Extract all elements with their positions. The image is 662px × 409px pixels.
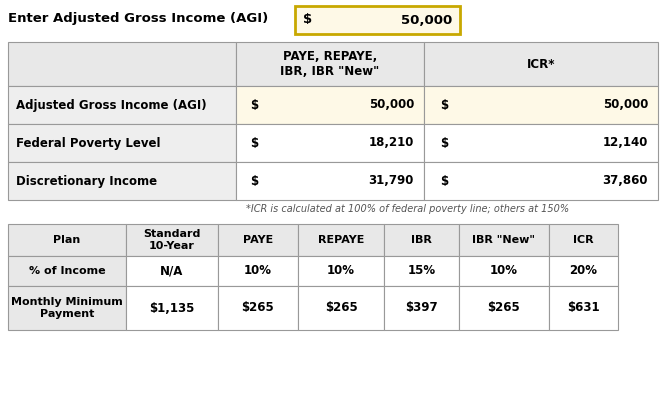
Bar [218,224,298,256]
Text: $: $ [440,137,448,150]
Bar [549,256,618,286]
Bar [236,162,424,200]
Bar [384,224,459,256]
Bar [8,224,126,256]
Bar [424,162,658,200]
Text: 15%: 15% [407,265,436,277]
Text: $1,135: $1,135 [150,301,195,315]
Text: ICR*: ICR* [527,58,555,70]
Text: Enter Adjusted Gross Income (AGI): Enter Adjusted Gross Income (AGI) [8,12,268,25]
Bar [549,286,618,330]
Bar [236,86,424,124]
Bar [126,286,218,330]
Text: Federal Poverty Level: Federal Poverty Level [16,137,160,150]
Text: Monthly Minimum
Payment: Monthly Minimum Payment [11,297,123,319]
Text: 18,210: 18,210 [369,137,414,150]
Text: 12,140: 12,140 [602,137,648,150]
Bar [298,224,384,256]
Bar [384,286,459,330]
Text: $: $ [440,99,448,112]
Bar [459,256,549,286]
Text: 50,000: 50,000 [401,13,452,27]
Bar [8,42,236,86]
Text: Standard
10-Year: Standard 10-Year [143,229,201,251]
Bar [295,6,460,34]
Text: $: $ [440,175,448,187]
Bar [298,256,384,286]
Bar [424,86,658,124]
Text: % of Income: % of Income [28,266,105,276]
Text: *ICR is calculated at 100% of federal poverty line; others at 150%: *ICR is calculated at 100% of federal po… [246,204,569,214]
Text: Plan: Plan [54,235,81,245]
Bar [8,256,126,286]
Text: IBR "New": IBR "New" [473,235,536,245]
Bar [126,256,218,286]
Bar [424,124,658,162]
Bar [8,124,236,162]
Text: $: $ [303,13,312,27]
Text: $: $ [250,99,258,112]
Text: $265: $265 [488,301,520,315]
Text: PAYE, REPAYE,
IBR, IBR "New": PAYE, REPAYE, IBR, IBR "New" [281,50,379,78]
Bar [459,224,549,256]
Bar [8,162,236,200]
Text: IBR: IBR [411,235,432,245]
Text: Adjusted Gross Income (AGI): Adjusted Gross Income (AGI) [16,99,207,112]
Text: 20%: 20% [569,265,598,277]
Text: 50,000: 50,000 [369,99,414,112]
Text: 50,000: 50,000 [602,99,648,112]
Text: REPAYE: REPAYE [318,235,364,245]
Text: PAYE: PAYE [243,235,273,245]
Bar [8,86,236,124]
Text: $397: $397 [405,301,438,315]
Bar [424,42,658,86]
Bar [549,224,618,256]
Text: 10%: 10% [244,265,272,277]
Text: 31,790: 31,790 [369,175,414,187]
Text: 10%: 10% [490,265,518,277]
Text: $: $ [250,137,258,150]
Text: Discretionary Income: Discretionary Income [16,175,157,187]
Bar [8,286,126,330]
Bar [218,286,298,330]
Bar [236,124,424,162]
Text: 37,860: 37,860 [602,175,648,187]
Text: N/A: N/A [160,265,183,277]
Bar [459,286,549,330]
Text: ICR: ICR [573,235,594,245]
Bar [126,224,218,256]
Bar [218,256,298,286]
Text: $265: $265 [242,301,274,315]
Bar [298,286,384,330]
Text: $265: $265 [324,301,357,315]
Text: 10%: 10% [327,265,355,277]
Text: $631: $631 [567,301,600,315]
Bar [236,42,424,86]
Bar [384,256,459,286]
Text: $: $ [250,175,258,187]
